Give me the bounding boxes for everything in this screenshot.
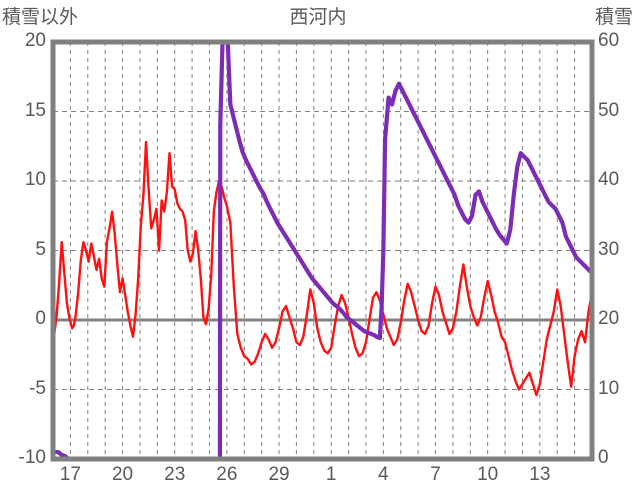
x-axis-tick-label: 10	[477, 464, 499, 485]
y-axis-tick-label: 10	[24, 169, 46, 190]
y2-axis-tick-label: 20	[598, 308, 620, 329]
series-line-snow-depth	[53, 39, 593, 462]
y-axis-tick-label: -10	[18, 447, 46, 468]
y2-axis-tick-label: 0	[598, 447, 609, 468]
y2-axis-tick-label: 40	[598, 169, 620, 190]
plot-frame	[50, 39, 595, 462]
y2-axis-tick-label: 60	[598, 30, 620, 51]
right-axis-caption: 積雪	[594, 7, 633, 28]
x-axis-tick-label: 1	[325, 464, 337, 485]
x-axis-tick-label: 17	[59, 464, 81, 485]
y-axis-tick-label: -5	[29, 377, 46, 399]
chart-title: 西河内	[289, 7, 347, 28]
y-axis-tick-label: 0	[35, 308, 46, 329]
y-axis-tick-label: 5	[35, 238, 46, 260]
x-axis-tick-label: 13	[529, 464, 551, 485]
x-axis-tick-label: 29	[268, 464, 290, 485]
left-axis-caption: 積雪以外	[2, 7, 79, 28]
x-axis-tick-label: 7	[430, 464, 441, 485]
y-axis-tick-label: 20	[24, 30, 46, 51]
x-axis-tick-label: 4	[378, 464, 389, 485]
x-axis-tick-label: 26	[216, 464, 238, 485]
x-axis-tick-label: 20	[111, 464, 134, 485]
y2-axis-tick-label: 10	[598, 377, 620, 399]
y2-axis-tick-label: 50	[598, 99, 620, 121]
y2-axis-tick-label: 30	[598, 238, 620, 260]
y-axis-tick-label: 15	[24, 99, 46, 121]
series-line-temperature	[52, 140, 594, 397]
x-axis-tick-label: 23	[164, 464, 186, 485]
